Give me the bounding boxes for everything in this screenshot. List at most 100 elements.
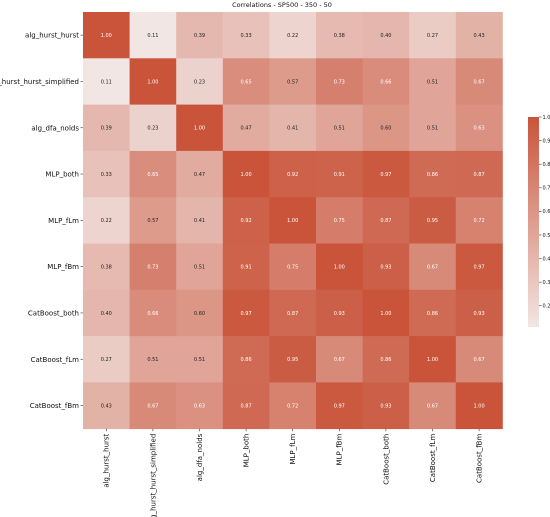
cell-value-label: 1.00 [334, 264, 345, 270]
cell-value-label: 0.43 [101, 403, 112, 409]
cell-value-label: 0.40 [380, 33, 391, 39]
cell-value-label: 0.73 [147, 264, 158, 270]
heatmap-cell [316, 150, 363, 198]
cell-value-label: 0.51 [194, 264, 205, 270]
cell-value-label: 0.67 [427, 264, 438, 270]
cell-value-label: 0.39 [101, 126, 112, 132]
cell-value-label: 0.39 [194, 33, 205, 39]
cell-value-label: 0.72 [474, 218, 485, 224]
row-label: alg_dfa_nolds [31, 124, 79, 132]
column-labels: alg_hurst_hurst alg_hurst_hurst_simplifie… [103, 428, 484, 517]
cell-value-label: 0.27 [427, 33, 438, 39]
heatmap-cell [269, 336, 317, 383]
cell-value-label: 0.97 [334, 403, 345, 409]
cell-value-label: 1.00 [101, 33, 112, 39]
cell-value-label: 0.51 [427, 79, 438, 85]
colorbar-gradient [528, 117, 539, 327]
cell-value-label: 0.41 [194, 218, 205, 224]
heatmap-cell [362, 12, 410, 59]
heatmap-cell [409, 289, 457, 337]
heatmap-cell [409, 243, 457, 291]
cell-value-label: 1.00 [241, 172, 252, 178]
heatmap-cell [362, 58, 410, 105]
cell-value-label: 0.86 [427, 172, 438, 178]
cell-value-label: 0.67 [427, 403, 438, 409]
cell-value-label: 0.51 [194, 357, 205, 363]
heatmap-cell [362, 289, 410, 337]
cell-value-label: 0.93 [334, 311, 345, 317]
cell-value-label: 0.47 [194, 172, 205, 178]
heatmap-cell [222, 150, 270, 198]
heatmap-cell [129, 12, 177, 59]
cell-value-label: 0.11 [147, 33, 158, 39]
cell-value-label: 0.95 [427, 218, 438, 224]
cell-value-label: 0.38 [101, 264, 112, 270]
column-label: CatBoost_fLm [429, 434, 437, 483]
cell-value-label: 0.23 [194, 79, 205, 85]
heatmap-cell [176, 150, 224, 198]
cell-value-label: 1.00 [427, 357, 438, 363]
colorbar-tick-label: 0.7 [543, 186, 550, 192]
cell-value-label: 0.75 [334, 218, 345, 224]
heatmap-cell [176, 12, 224, 59]
heatmap-cell [222, 197, 270, 244]
cell-value-label: 0.23 [147, 126, 158, 132]
heatmap-cell [222, 382, 270, 430]
heatmap-cell [362, 243, 410, 291]
cell-value-label: 0.67 [334, 357, 345, 363]
heatmap-cell [269, 289, 317, 337]
heatmap-cell [269, 243, 317, 291]
row-label: alg_hurst_hurst_simplified [0, 78, 79, 86]
cell-value-label: 0.60 [194, 311, 205, 317]
column-label: alg_dfa_nolds [196, 433, 204, 481]
column-label: CatBoost_fBm [476, 434, 484, 483]
heatmap-cell [176, 336, 224, 383]
heatmap-cell [222, 243, 270, 291]
heatmap-cell [409, 104, 457, 152]
cell-value-label: 0.38 [334, 33, 345, 39]
cell-value-label: 0.86 [427, 311, 438, 317]
heatmap-cell [316, 382, 363, 430]
colorbar-tick-label: 0.9 [543, 138, 550, 144]
heatmap-cell [455, 336, 503, 383]
heatmap-cell [455, 12, 503, 59]
heatmap-cell [316, 104, 363, 152]
heatmap-cell [176, 104, 224, 152]
heatmap-cell [409, 58, 457, 105]
cell-value-label: 0.87 [380, 218, 391, 224]
heatmap-cell [83, 243, 130, 291]
heatmap-cell [455, 197, 503, 244]
heatmap-cell [455, 243, 503, 291]
heatmap-cell [455, 104, 503, 152]
colorbar-tick-label: 0.8 [543, 162, 550, 168]
heatmap-cell [316, 336, 363, 383]
heatmap-cell [269, 150, 317, 198]
cell-value-label: 0.92 [241, 218, 252, 224]
row-label: CatBoost_fBm [30, 402, 79, 410]
cell-value-label: 0.40 [101, 311, 112, 317]
heatmap-cell [455, 58, 503, 105]
cell-value-label: 1.00 [194, 126, 205, 132]
cell-value-label: 0.93 [380, 264, 391, 270]
cell-value-label: 0.73 [334, 79, 345, 85]
heatmap-cell [316, 243, 363, 291]
heatmap-cell [222, 104, 270, 152]
heatmap-cell [362, 336, 410, 383]
cell-value-label: 0.92 [287, 172, 298, 178]
column-label: MLP_fBm [336, 434, 344, 466]
cell-value-label: 0.97 [474, 264, 485, 270]
row-label: CatBoost_both [28, 309, 79, 317]
cell-value-label: 1.00 [474, 403, 485, 409]
cell-value-label: 0.22 [287, 33, 298, 39]
heatmap-cell [129, 104, 177, 152]
heatmap-cell [269, 12, 317, 59]
colorbar-tick-label: 0.4 [543, 256, 550, 262]
heatmap-cell [129, 243, 177, 291]
heatmap-cell [83, 104, 130, 152]
heatmap-cell [129, 150, 177, 198]
heatmap-cell [316, 197, 363, 244]
heatmap-cell [176, 382, 224, 430]
row-labels: alg_hurst_hurst alg_hurst_hurst_simplifie… [0, 32, 83, 410]
cell-value-label: 0.66 [147, 311, 158, 317]
